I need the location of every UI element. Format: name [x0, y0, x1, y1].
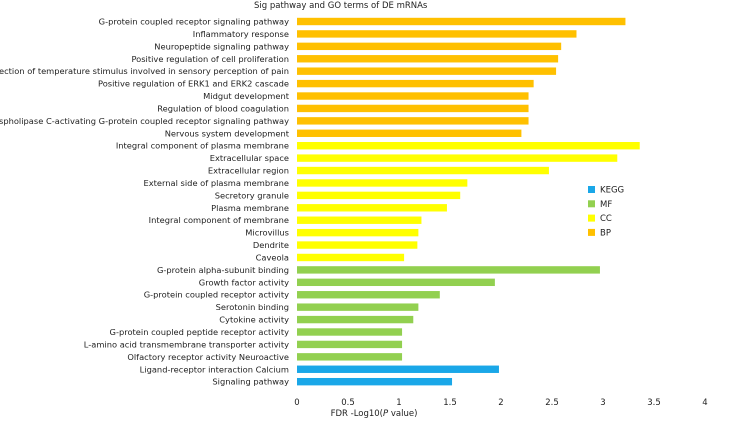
x-tick-label: 2	[498, 398, 503, 408]
bar-14	[297, 179, 468, 187]
legend-swatch-cc	[588, 214, 595, 222]
category-label: G-protein coupled peptide receptor activ…	[110, 327, 290, 337]
bar-28	[297, 353, 403, 361]
category-label: Ligand-receptor interaction Calcium	[140, 364, 289, 374]
category-label: Secretory granule	[215, 190, 289, 200]
category-label: L-amino acid transmembrane transporter a…	[84, 339, 289, 349]
category-label: Growth factor activity	[199, 277, 289, 287]
x-tick-label: 0.5	[341, 398, 355, 408]
bar-3	[297, 42, 562, 51]
bar-25	[297, 315, 414, 324]
bar-18	[297, 228, 419, 237]
category-label: External side of plasma membrane	[143, 178, 289, 188]
bar-21	[297, 266, 600, 274]
category-label: Nervous system development	[165, 128, 290, 138]
legend-swatch-mf	[588, 200, 595, 208]
x-axis-title: FDR -Log10(P value)	[331, 409, 418, 419]
category-label: Integral component of membrane	[149, 215, 289, 225]
bar-8	[297, 104, 529, 113]
category-label: Inflammatory response	[193, 29, 289, 39]
category-label: Plasma membrane	[211, 203, 289, 213]
category-label: Caveola	[256, 252, 289, 262]
x-tick-label: 3.5	[647, 398, 661, 408]
category-label: Regulation of blood coagulation	[157, 103, 289, 113]
legend-label-mf: MF	[600, 200, 612, 210]
x-axis-title-italic: P	[383, 409, 389, 419]
category-label: Detection of temperature stimulus involv…	[0, 66, 289, 76]
x-tick-label: 4	[702, 398, 707, 408]
bar-23	[297, 291, 440, 299]
x-tick-label: 2.5	[545, 398, 559, 408]
chart-title: Sig pathway and GO terms of DE mRNAs	[254, 1, 428, 11]
category-label: Cytokine activity	[219, 315, 289, 325]
bar-2	[297, 30, 577, 38]
category-label: Microvillus	[245, 228, 289, 238]
category-label: Olfactory receptor activity Neuroactive	[127, 352, 289, 362]
category-label: Integral component of plasma membrane	[116, 141, 289, 151]
bar-13	[297, 166, 549, 175]
bar-24	[297, 303, 419, 311]
bar-22	[297, 278, 495, 287]
category-label: Signaling pathway	[212, 377, 289, 387]
bar-10	[297, 129, 522, 137]
bar-27	[297, 340, 403, 349]
category-labels: G-protein coupled receptor signaling pat…	[0, 17, 290, 387]
bar-12	[297, 154, 618, 162]
category-label: Dendrite	[253, 240, 289, 250]
category-label: Extracellular region	[208, 166, 289, 176]
x-tick-label: 1	[396, 398, 401, 408]
category-label: Midgut development	[203, 91, 290, 101]
bar-7	[297, 92, 529, 100]
category-label: Positive regulation of ERK1 and ERK2 cas…	[98, 79, 289, 89]
bar-30	[297, 377, 453, 386]
x-axis-title-prefix: FDR -Log10(	[331, 409, 383, 419]
x-tick-label: 3	[600, 398, 605, 408]
legend: KEGG MF CC BP	[588, 186, 624, 238]
bars-group	[297, 17, 640, 386]
category-label: G-protein coupled receptor activity	[144, 290, 289, 300]
bar-9	[297, 117, 529, 125]
category-label: G-protein coupled receptor signaling pat…	[99, 17, 289, 27]
category-label: Positive regulation of cell proliferatio…	[131, 54, 289, 64]
legend-label-bp: BP	[600, 228, 611, 238]
category-label: Serotonin binding	[216, 302, 289, 312]
legend-swatch-bp	[588, 228, 595, 236]
category-label: Neuropeptide signaling pathway	[154, 41, 289, 51]
bar-15	[297, 191, 461, 200]
category-label: G-protein alpha-subunit binding	[157, 265, 289, 275]
legend-label-cc: CC	[600, 214, 612, 224]
bar-11	[297, 142, 640, 150]
category-label: Extracellular space	[210, 153, 289, 163]
bar-16	[297, 204, 447, 212]
category-label: Phospholipase C-activating G-protein cou…	[0, 116, 289, 126]
x-tick-label: 0	[294, 398, 299, 408]
legend-label-kegg: KEGG	[600, 186, 624, 196]
x-axis-ticks: 0 0.5 1 1.5 2 2.5 3 3.5 4	[294, 398, 707, 408]
x-tick-label: 1.5	[443, 398, 457, 408]
bar-29	[297, 365, 499, 373]
bar-20	[297, 253, 405, 262]
x-axis-title-suffix: value)	[388, 409, 417, 419]
legend-swatch-kegg	[588, 186, 595, 193]
bar-4	[297, 55, 559, 63]
bar-5	[297, 67, 557, 75]
bar-17	[297, 216, 422, 224]
bar-1	[297, 17, 626, 26]
bar-26	[297, 328, 403, 336]
bar-6	[297, 79, 534, 88]
bar-19	[297, 241, 418, 249]
